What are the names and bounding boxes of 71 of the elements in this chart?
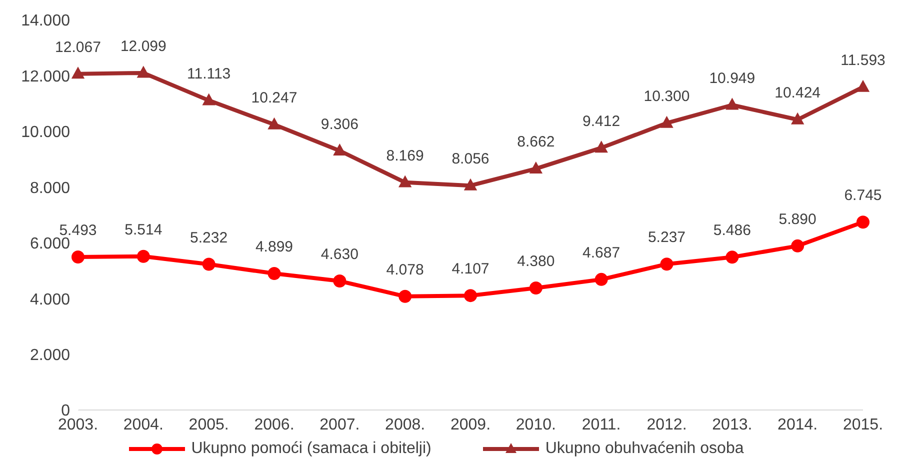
data-label: 9.306: [320, 116, 358, 133]
data-label: 10.247: [251, 90, 298, 107]
data-label: 5.486: [713, 222, 751, 240]
x-tick-label: 2013.: [712, 416, 752, 434]
data-label: 5.514: [124, 221, 162, 238]
legend-label: Ukupno obuhvaćenih osoba: [545, 440, 744, 458]
point: [71, 66, 85, 79]
y-tick-label: 10.000: [21, 124, 70, 142]
point: [268, 117, 281, 130]
data-label: 11.113: [187, 65, 231, 82]
y-tick-label: 14.000: [21, 12, 70, 30]
point: [464, 178, 478, 190]
point: [136, 66, 150, 78]
data-label: 10.949: [709, 70, 756, 87]
point: [333, 274, 346, 288]
point: [726, 98, 739, 110]
point: [791, 239, 804, 252]
x-tick-label: 2004.: [123, 416, 164, 434]
data-label: 10.424: [774, 84, 821, 102]
x-tick-label: 2010.: [516, 416, 556, 434]
y-tick-label: 8.000: [30, 180, 70, 197]
y-tick-label: 12.000: [21, 68, 70, 86]
data-label: 12.099: [120, 38, 166, 55]
point: [856, 80, 870, 92]
point: [136, 250, 150, 263]
data-label: 8.056: [452, 150, 490, 168]
data-label: 6.745: [844, 187, 882, 204]
x-tick-label: 2011.: [582, 416, 621, 434]
x-tick-label: 2015.: [842, 416, 884, 434]
y-tick-label: 4.000: [30, 291, 70, 308]
point: [464, 289, 477, 302]
x-tick-label: 2007.: [320, 416, 360, 434]
data-label: 4.630: [320, 246, 358, 264]
data-label: 4.380: [517, 252, 555, 270]
point: [333, 144, 346, 156]
point: [202, 258, 216, 271]
point: [856, 216, 870, 229]
point: [660, 116, 674, 128]
point: [202, 93, 216, 106]
point: [594, 140, 608, 153]
point: [790, 112, 804, 124]
data-label: 4.899: [255, 238, 294, 256]
data-label: 8.169: [386, 147, 424, 164]
x-tick-label: 2012.: [646, 416, 687, 434]
data-label: 9.412: [582, 112, 620, 130]
point: [398, 175, 412, 188]
data-label: 12.067: [55, 38, 101, 56]
data-label: 11.593: [840, 52, 886, 70]
point: [594, 272, 608, 286]
legend-label: Ukupno pomoći (samaca i obitelji): [191, 440, 432, 458]
data-label: 4.107: [452, 260, 490, 278]
point: [72, 250, 84, 264]
data-label: 5.232: [190, 229, 228, 246]
point: [529, 162, 543, 174]
x-tick-label: 2014.: [778, 416, 818, 434]
x-tick-label: 2005.: [188, 416, 229, 434]
point: [529, 281, 542, 294]
point: [398, 290, 412, 303]
x-tick-label: 2006.: [254, 416, 294, 434]
y-tick-label: 2.000: [30, 346, 70, 364]
data-label: 4.078: [386, 261, 424, 278]
x-tick-label: 2008.: [385, 416, 426, 434]
point: [660, 258, 674, 271]
data-label: 5.237: [648, 229, 686, 246]
point: [268, 267, 281, 280]
data-label: 10.300: [644, 88, 690, 106]
x-tick-label: 2009.: [450, 416, 491, 434]
point: [726, 250, 739, 264]
data-label: 4.687: [582, 244, 620, 262]
data-label: 8.662: [517, 134, 555, 151]
data-label: 5.890: [778, 210, 816, 228]
